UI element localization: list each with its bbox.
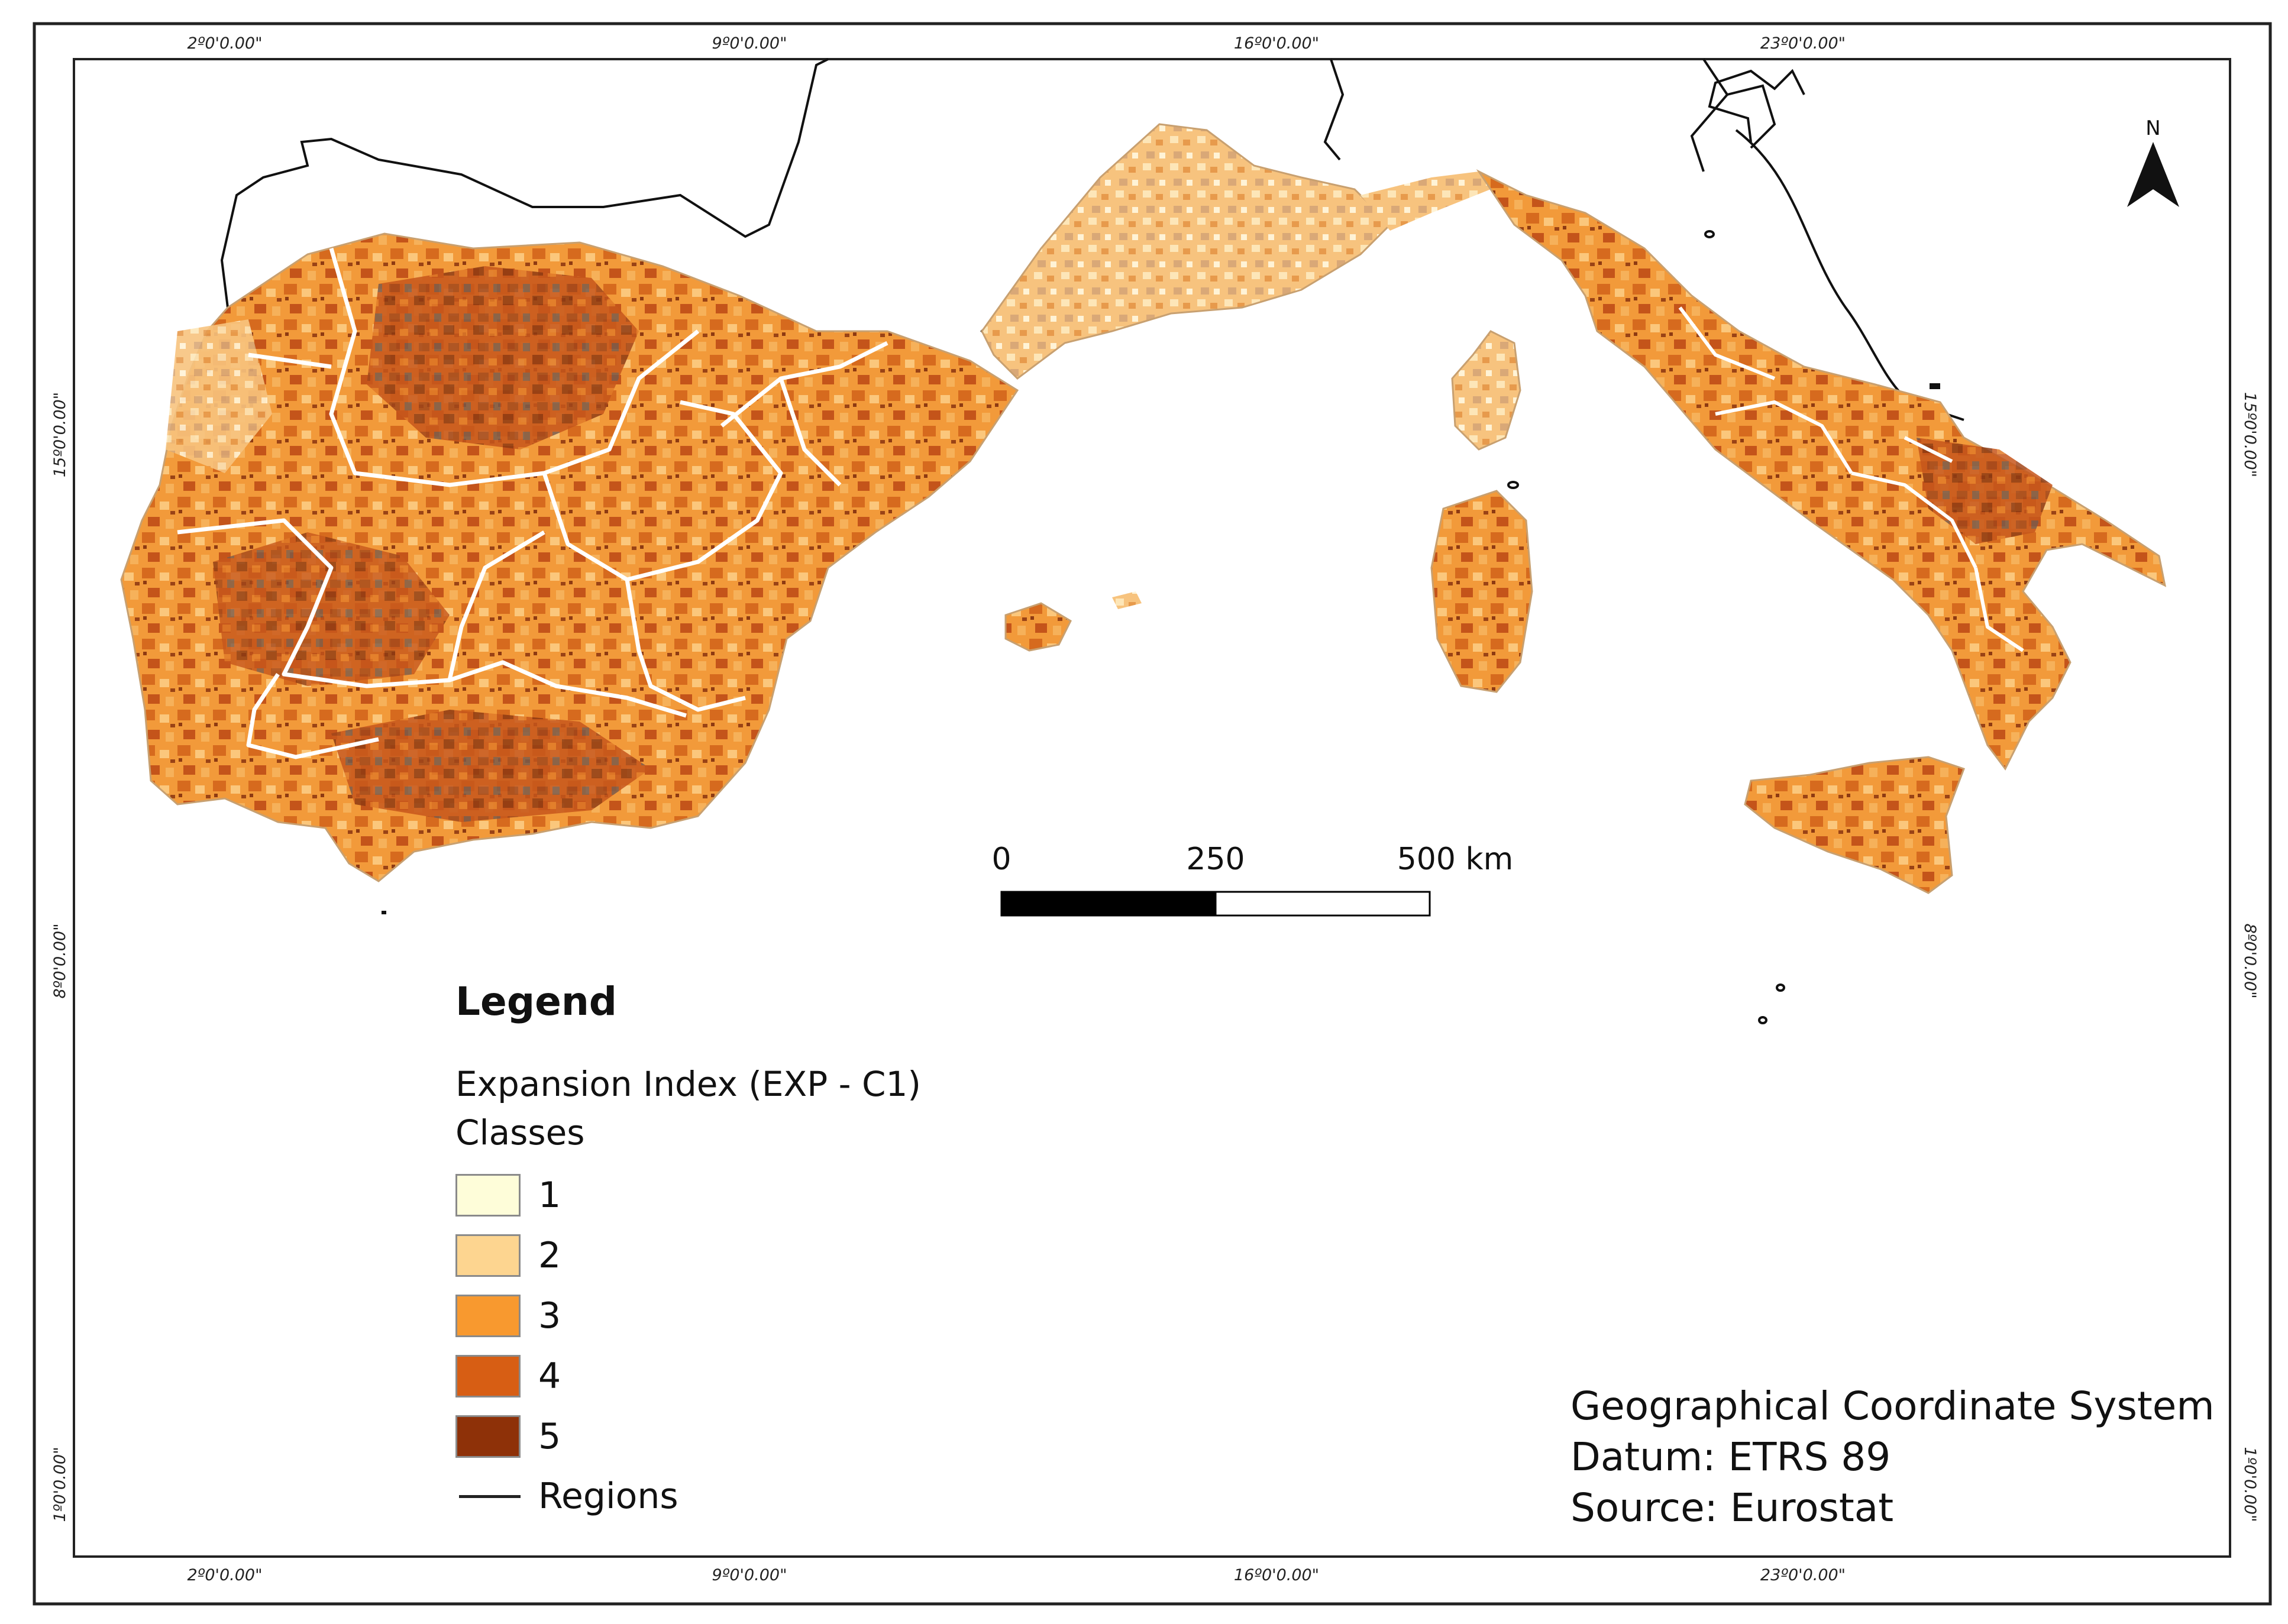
lat-label-right-3: 1º0'0.00" bbox=[2241, 1447, 2259, 1522]
crs-note: Geographical Coordinate System Datum: ET… bbox=[1570, 1381, 2215, 1534]
crs-line-source: Source: Eurostat bbox=[1570, 1485, 1894, 1531]
legend-title: Legend bbox=[455, 979, 618, 1024]
legend-swatch-class-5 bbox=[455, 1415, 521, 1458]
mallorca bbox=[1004, 602, 1072, 652]
scale-label-0: 0 bbox=[991, 842, 1011, 877]
iberia-south-dark bbox=[331, 710, 651, 822]
north-arrow-right bbox=[2153, 142, 2179, 207]
legend-regions-line bbox=[459, 1494, 521, 1498]
lat-label-left-3: 1º0'0.00" bbox=[51, 1447, 69, 1522]
legend-row-regions: Regions bbox=[455, 1467, 1106, 1526]
island-dot-4 bbox=[1930, 383, 1940, 389]
lat-label-left-2: 8º0'0.00" bbox=[51, 923, 69, 998]
scale-label-250: 250 bbox=[1186, 842, 1245, 877]
italy-region-borders bbox=[1678, 306, 2024, 652]
island-dot-3 bbox=[1758, 1016, 1767, 1024]
island-dot-5 bbox=[382, 911, 386, 914]
alps-border bbox=[1323, 59, 1345, 161]
southern-france-strip bbox=[981, 123, 1392, 380]
iberia-northwest-light bbox=[166, 319, 272, 473]
lat-label-left-1: 15º0'0.00" bbox=[51, 392, 69, 477]
north-label: N bbox=[2145, 117, 2160, 140]
croatia-coast bbox=[1708, 69, 1805, 143]
france-coastline bbox=[220, 58, 829, 308]
legend-label-regions: Regions bbox=[538, 1476, 678, 1517]
scale-bar-white-segment bbox=[1214, 891, 1431, 917]
island-dot-1 bbox=[1507, 481, 1519, 489]
legend-classes: 1 2 3 4 5 bbox=[455, 1165, 1106, 1467]
north-arrow: N bbox=[2127, 117, 2179, 207]
lon-label-bottom-1: 2º0'0.00" bbox=[187, 1566, 262, 1584]
iberia-west-dark bbox=[213, 532, 450, 686]
iberian-peninsula bbox=[120, 232, 1019, 882]
slovenia-border bbox=[1690, 58, 1729, 172]
legend-label-class-4: 4 bbox=[538, 1356, 561, 1397]
scale-bar-black-segment bbox=[1000, 891, 1217, 917]
legend-row-class-5: 5 bbox=[455, 1406, 1106, 1467]
legend-swatch-class-4 bbox=[455, 1355, 521, 1397]
istria-coast bbox=[1727, 84, 1776, 149]
iberia-region-borders bbox=[177, 248, 888, 759]
island-dot-6 bbox=[1704, 230, 1715, 238]
legend-row-class-1: 1 bbox=[455, 1165, 1106, 1225]
legend-label-class-1: 1 bbox=[538, 1175, 561, 1216]
lat-label-right-2: 8º0'0.00" bbox=[2241, 923, 2259, 998]
outer-frame bbox=[33, 22, 2272, 1606]
north-arrow-left bbox=[2127, 142, 2153, 207]
lon-label-bottom-3: 16º0'0.00" bbox=[1234, 1566, 1319, 1584]
menorca bbox=[1112, 591, 1142, 609]
lon-label-bottom-2: 9º0'0.00" bbox=[712, 1566, 787, 1584]
lon-label-top-1: 2º0'0.00" bbox=[187, 34, 262, 53]
crs-line-system: Geographical Coordinate System bbox=[1570, 1383, 2215, 1429]
legend-row-class-2: 2 bbox=[455, 1225, 1106, 1286]
legend-label-class-5: 5 bbox=[538, 1416, 561, 1457]
legend-swatch-class-1 bbox=[455, 1174, 521, 1217]
island-dot-2 bbox=[1776, 984, 1785, 992]
legend-swatch-class-3 bbox=[455, 1295, 521, 1337]
scale-label-500: 500 km bbox=[1397, 842, 1514, 877]
sicily bbox=[1744, 756, 1965, 894]
italian-peninsula bbox=[1476, 169, 2167, 771]
liguria-strip bbox=[1360, 172, 1491, 231]
legend-row-class-3: 3 bbox=[455, 1286, 1106, 1346]
legend-label-class-2: 2 bbox=[538, 1235, 561, 1276]
legend-swatch-class-2 bbox=[455, 1234, 521, 1277]
lon-label-top-3: 16º0'0.00" bbox=[1234, 34, 1319, 53]
legend-subtitle-index: Expansion Index (EXP - C1) bbox=[455, 1064, 922, 1104]
legend-subtitle-classes: Classes bbox=[455, 1112, 585, 1153]
lon-label-top-4: 23º0'0.00" bbox=[1760, 34, 1846, 53]
map-frame bbox=[73, 58, 2231, 1558]
legend-row-class-4: 4 bbox=[455, 1346, 1106, 1406]
crs-line-datum: Datum: ETRS 89 bbox=[1570, 1434, 1891, 1480]
lon-label-bottom-4: 23º0'0.00" bbox=[1760, 1566, 1846, 1584]
lat-label-right-1: 15º0'0.00" bbox=[2241, 392, 2259, 477]
sardinia bbox=[1430, 490, 1533, 693]
iberia-central-dark bbox=[367, 266, 639, 449]
legend-label-class-3: 3 bbox=[538, 1295, 561, 1337]
corsica bbox=[1451, 330, 1521, 451]
legend: Legend Expansion Index (EXP - C1) Classe… bbox=[455, 979, 1106, 1526]
scale-bar: 0 250 500 km bbox=[991, 842, 1514, 917]
lon-label-top-2: 9º0'0.00" bbox=[712, 34, 787, 53]
